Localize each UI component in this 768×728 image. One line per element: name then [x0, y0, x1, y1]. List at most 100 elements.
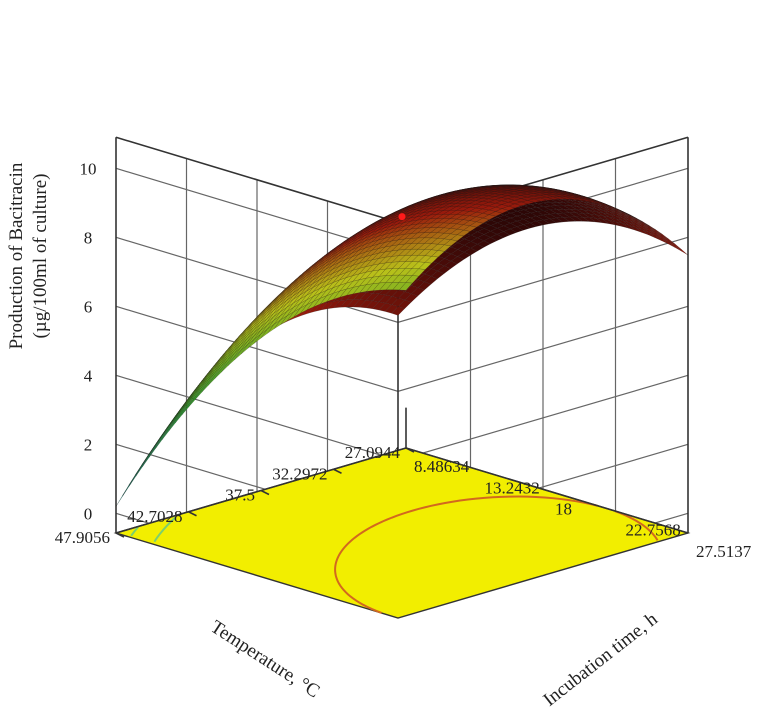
surface-facet [507, 200, 522, 205]
surface-facet [542, 218, 557, 224]
surface-facet [450, 249, 465, 257]
surface-facet [475, 217, 490, 224]
surface-facet [253, 313, 267, 328]
floor-contour-line [359, 601, 382, 614]
surface-facet [604, 204, 618, 210]
surface-facet [591, 200, 605, 206]
surface-facet [559, 194, 573, 198]
surface-facet [550, 202, 564, 206]
surface-facet [417, 243, 432, 250]
surface-facet [332, 263, 346, 274]
surface-facet [610, 206, 624, 213]
floor-contour-line [614, 510, 659, 541]
y-tick-label: 13.2432 [485, 478, 540, 497]
surface-facet [141, 445, 156, 466]
surface-facet [555, 212, 571, 218]
surface-facet [320, 300, 335, 311]
surface-facet [556, 205, 570, 210]
surface-facet [509, 226, 524, 233]
z-tick-label: 4 [84, 366, 93, 385]
y-tick-label: 22.7568 [625, 521, 680, 540]
z-tick-label: 2 [84, 435, 93, 454]
design-point [398, 213, 406, 221]
surface-facet [572, 197, 586, 201]
surface-facet [460, 187, 475, 190]
surface-facet [411, 287, 425, 297]
surface-facet [559, 196, 573, 200]
z-tick-label: 10 [80, 159, 97, 178]
surface-facet [461, 203, 477, 208]
surface-facet [265, 295, 279, 309]
surface-facet [540, 194, 554, 198]
surface-facet [559, 192, 573, 196]
surface-facet [552, 189, 566, 193]
x-tick-mark [115, 532, 125, 538]
surface-facet [475, 198, 489, 202]
surface-facet [500, 187, 514, 189]
z-tick-label: 8 [84, 228, 93, 247]
surface-facet [418, 262, 432, 270]
surface-facet [462, 215, 477, 221]
surface-facet [148, 435, 162, 456]
surface-facet [385, 296, 399, 305]
surface-facet [399, 282, 413, 291]
surface-facet [193, 374, 208, 392]
surface-facet [506, 185, 520, 187]
surface-facet [463, 247, 478, 256]
surface-facet [470, 231, 485, 238]
surface-facet [418, 255, 432, 263]
surface-facet [520, 200, 535, 205]
response-surface [115, 184, 689, 507]
surface-facet [298, 270, 313, 282]
surface-facet [516, 214, 531, 220]
x-tick-label: 42.7028 [127, 507, 182, 526]
surface-facet [442, 206, 457, 211]
surface-facet [346, 279, 360, 290]
front-edge [405, 447, 689, 534]
surface-facet [207, 363, 222, 381]
surface-facet [589, 207, 603, 214]
surface-facet [188, 389, 202, 408]
surface-facet [194, 376, 208, 394]
surface-facet [516, 205, 532, 210]
surface-facet [527, 195, 541, 200]
surface-facet [449, 218, 464, 225]
surface-facet [272, 293, 287, 307]
surface-facet [304, 261, 319, 273]
surface-facet [563, 199, 577, 204]
surface-facet [437, 265, 452, 274]
surface-facet [280, 311, 294, 325]
surface-facet [463, 225, 477, 232]
surface-facet [462, 220, 477, 226]
surface-facet [306, 298, 321, 310]
surface-facet [533, 197, 548, 202]
surface-facet [516, 209, 531, 215]
y-axis-label: Incubation time, h [539, 608, 662, 710]
surface-facet [168, 411, 182, 430]
x-tick-mark [333, 468, 342, 474]
surface-facet [252, 308, 266, 322]
surface-facet [469, 221, 484, 228]
surface-facet [128, 465, 143, 486]
surface-facet [457, 238, 472, 246]
surface-facet [377, 232, 392, 241]
surface-facet [246, 315, 260, 330]
y-tick-label: 27.5137 [696, 542, 752, 561]
surface-facet [161, 417, 175, 437]
surface-facet [214, 362, 229, 379]
x-tick-label: 47.9056 [55, 528, 110, 547]
surface-facet [201, 373, 215, 391]
surface-facet [430, 232, 445, 239]
surface-facet [543, 202, 558, 207]
x-tick-mark [260, 489, 270, 496]
surface-facet [298, 267, 312, 279]
x-tick-label: 32.2972 [272, 464, 327, 483]
surface-facet [536, 210, 551, 216]
surface-facet [359, 283, 374, 293]
surface-facet [540, 197, 554, 201]
surface-facet [488, 211, 503, 217]
x-tick-mark [188, 511, 197, 517]
surface-facet [461, 195, 476, 198]
x-tick-mark [405, 447, 415, 453]
surface-facet [403, 206, 417, 213]
